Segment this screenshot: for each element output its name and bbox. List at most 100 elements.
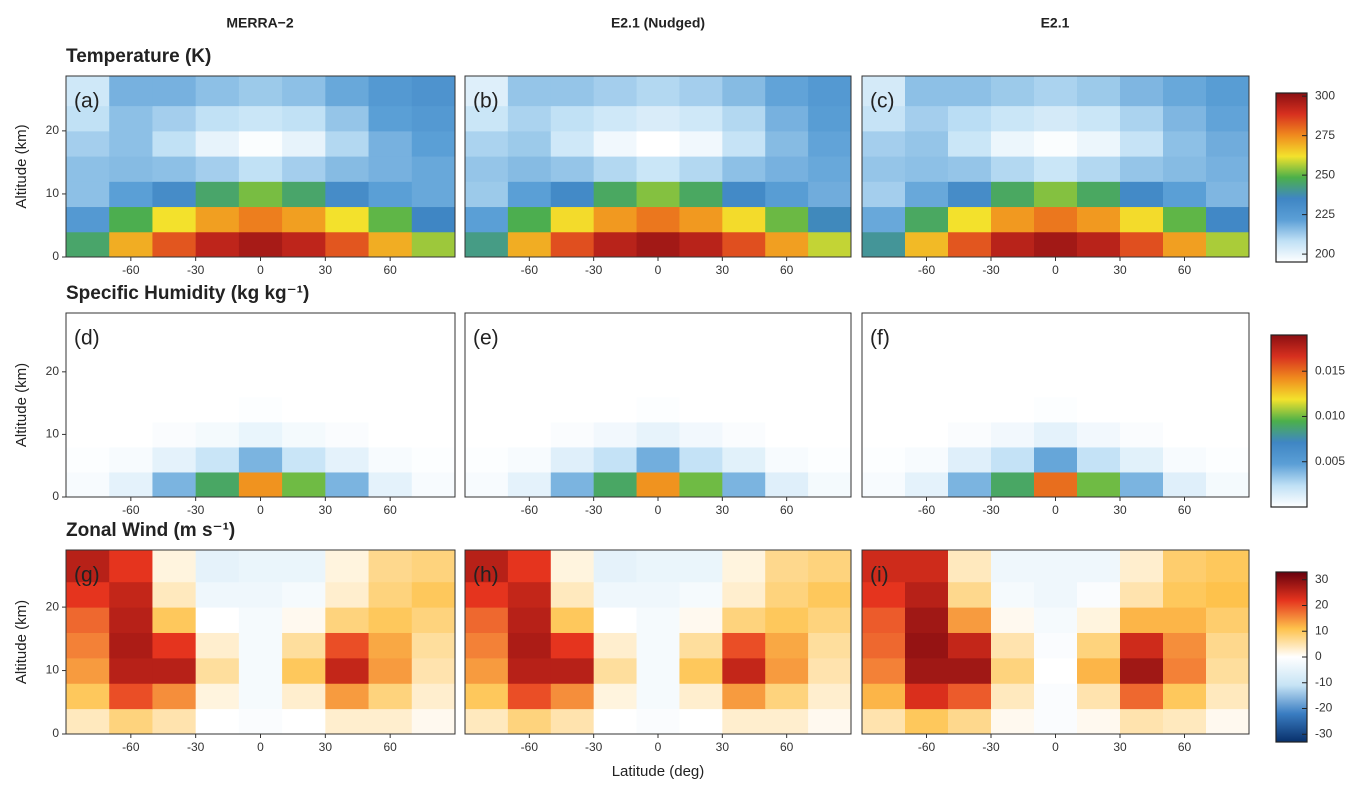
y-tick-label: 0 (52, 249, 59, 263)
heatmap-cell (152, 446, 197, 473)
heatmap-cell (238, 632, 283, 659)
heatmap-cell (66, 371, 110, 398)
heatmap-cell (765, 607, 809, 633)
heatmap-cell (152, 708, 197, 735)
heatmap-cell (368, 708, 413, 735)
heatmap-cell (1120, 581, 1164, 608)
x-tick-label: 60 (1178, 263, 1192, 277)
heatmap-cell (152, 396, 197, 423)
heatmap-cell (411, 206, 456, 233)
heatmap-cell (66, 550, 110, 583)
heatmap-cell (152, 632, 197, 659)
heatmap-cell (411, 446, 456, 473)
heatmap-cell (550, 346, 595, 373)
heatmap-cell (282, 421, 326, 448)
heatmap-cell (195, 156, 240, 182)
heatmap-cell (808, 683, 852, 710)
heatmap-cell (465, 156, 509, 182)
heatmap-cell (1120, 130, 1164, 157)
heatmap-cell (282, 607, 326, 633)
x-tick-label: -30 (982, 503, 1000, 517)
heatmap-cell (109, 708, 153, 735)
heatmap-cell (1120, 181, 1164, 208)
heatmap-cell (593, 607, 638, 633)
heatmap-cell (368, 371, 413, 398)
heatmap-cell (368, 550, 413, 583)
y-tick-label: 10 (46, 427, 60, 441)
heatmap-cell (722, 231, 766, 258)
heatmap-cell (1034, 105, 1078, 132)
heatmap-cell (948, 231, 992, 258)
heatmap-cell (195, 181, 240, 208)
x-tick-label: 30 (1113, 503, 1127, 517)
heatmap-cell (722, 346, 766, 373)
colorbar-tick-label: 200 (1315, 246, 1335, 260)
heatmap-cell (1163, 632, 1207, 659)
heatmap-cell (325, 550, 370, 583)
column-title: E2.1 (Nudged) (611, 15, 705, 31)
heatmap-cell (1206, 550, 1250, 583)
heatmap-cell (152, 607, 197, 633)
heatmap-cell (905, 550, 949, 583)
heatmap-cell (550, 371, 595, 398)
heatmap-cell (679, 683, 723, 710)
heatmap-cell (636, 550, 680, 583)
heatmap-cell (1163, 471, 1207, 498)
heatmap-cell (862, 206, 906, 233)
heatmap-cell (905, 346, 949, 373)
heatmap-cell (862, 231, 906, 258)
heatmap-cell (593, 181, 638, 208)
heatmap-cell (66, 607, 110, 633)
x-tick-label: 0 (655, 263, 662, 277)
y-axis-label: Altitude (km) (13, 363, 30, 447)
heatmap-cell (238, 683, 283, 710)
heatmap-cell (66, 346, 110, 373)
heatmap-cell (1163, 346, 1207, 373)
heatmap-cell (282, 683, 326, 710)
heatmap-cell (325, 206, 370, 233)
heatmap-cell (679, 607, 723, 633)
heatmap-cell (325, 683, 370, 710)
heatmap-cell (1077, 130, 1121, 157)
heatmap-cell (152, 156, 197, 182)
heatmap-cell (465, 471, 509, 498)
heatmap-cell (991, 632, 1035, 659)
heatmap-cell (368, 581, 413, 608)
heatmap-cell (238, 130, 283, 157)
heatmap-cell (66, 708, 110, 735)
heatmap-cell (948, 181, 992, 208)
heatmap-cell (948, 156, 992, 182)
heatmap-cell (593, 156, 638, 182)
heatmap-cell (1206, 581, 1250, 608)
heatmap-cell (593, 105, 638, 132)
heatmap-cell (195, 346, 240, 373)
heatmap-cell (1163, 446, 1207, 473)
heatmap-cell (195, 581, 240, 608)
x-tick-label: 0 (655, 740, 662, 754)
heatmap-cell (195, 708, 240, 735)
heatmap-cell (325, 105, 370, 132)
heatmap-cell (593, 130, 638, 157)
heatmap-cell (411, 657, 456, 684)
heatmap-cell (550, 657, 595, 684)
heatmap-cell (1206, 206, 1250, 233)
heatmap-cell (1120, 313, 1164, 348)
heatmap-cell (195, 607, 240, 633)
panel-label: (i) (870, 564, 889, 587)
heatmap-cell (765, 446, 809, 473)
heatmap-cell (550, 471, 595, 498)
heatmap-cell (593, 371, 638, 398)
heatmap-cell (679, 471, 723, 498)
heatmap-cell (1034, 550, 1078, 583)
heatmap-cell (238, 550, 283, 583)
x-tick-label: -60 (918, 503, 936, 517)
heatmap-cell (325, 130, 370, 157)
heatmap-cell (765, 156, 809, 182)
heatmap-cell (948, 346, 992, 373)
heatmap-cell (905, 181, 949, 208)
heatmap-cell (948, 76, 992, 107)
heatmap-cell (722, 632, 766, 659)
x-tick-label: 60 (780, 503, 794, 517)
heatmap-cell (152, 581, 197, 608)
heatmap-cell (465, 550, 509, 583)
